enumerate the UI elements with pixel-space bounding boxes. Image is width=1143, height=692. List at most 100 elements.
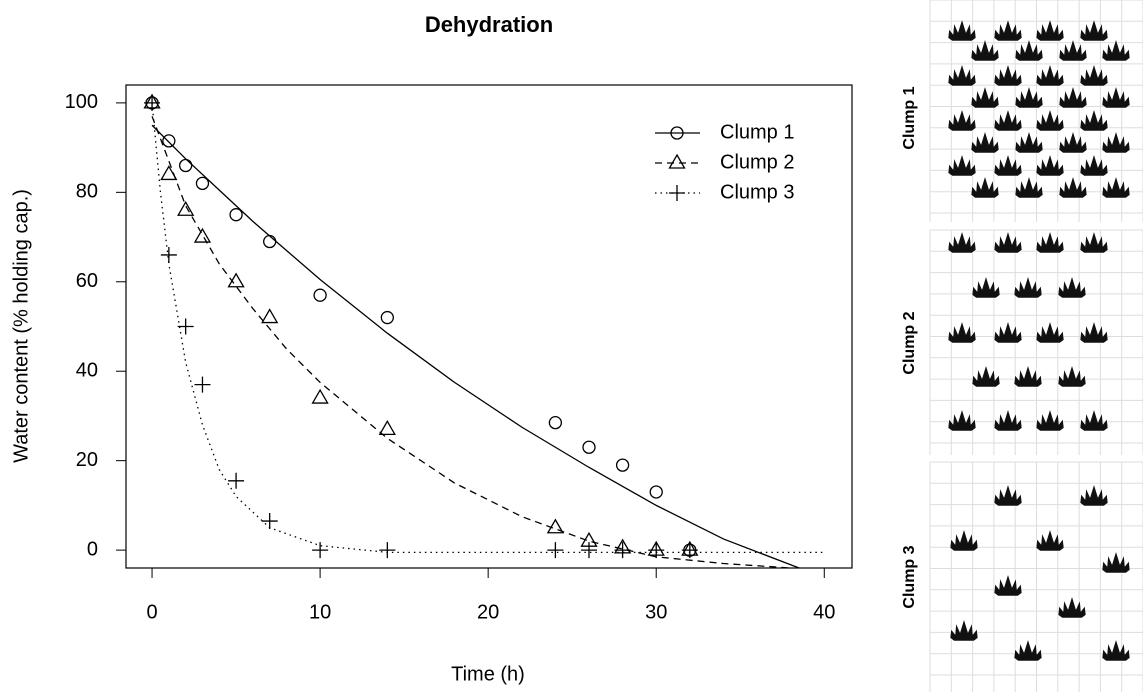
plant-icon	[1101, 637, 1131, 662]
plant-icon	[1058, 129, 1088, 154]
plant-icon	[1014, 84, 1044, 109]
plant-icon	[993, 319, 1023, 344]
marker-circle	[263, 234, 277, 249]
plant-icon	[971, 274, 1001, 299]
marker-circle	[582, 440, 596, 454]
plant-icon	[993, 482, 1023, 507]
plant-icon	[1101, 129, 1131, 154]
marker-circle	[162, 134, 176, 148]
panel-label: Clump 3	[901, 545, 918, 608]
marker-circle	[548, 416, 563, 430]
plant-icon	[1058, 174, 1088, 199]
plant-icon	[949, 617, 979, 642]
plant-icon	[947, 62, 977, 87]
plant-icon	[1014, 174, 1044, 199]
fit-line	[151, 102, 825, 553]
marker-circle	[380, 310, 394, 325]
marker-circle	[615, 458, 630, 472]
plant-icon	[1013, 274, 1043, 299]
plant-icon	[1013, 637, 1043, 662]
plant-icon	[1079, 17, 1109, 42]
plant-icon	[947, 407, 977, 432]
plant-icon	[993, 572, 1023, 597]
marker-plus	[194, 376, 211, 393]
plant-icon	[1079, 407, 1109, 432]
marker-plus	[228, 472, 245, 489]
plant-icon	[1035, 407, 1065, 432]
marker-plus	[547, 542, 564, 559]
marker-circle	[649, 485, 663, 499]
plant-icon	[1079, 62, 1109, 87]
marker-plus	[669, 185, 685, 201]
fit-line	[151, 124, 800, 568]
plant-icon	[1014, 37, 1044, 62]
plant-icon	[993, 229, 1023, 254]
plant-icon	[949, 527, 979, 552]
y-axis-label: Water content (% holding cap.)	[10, 189, 32, 463]
plant-icon	[1101, 549, 1131, 574]
plant-icon	[970, 84, 1000, 109]
marker-plus	[312, 542, 329, 559]
marker-plus	[648, 542, 665, 559]
marker-plus	[261, 513, 278, 530]
plant-icon	[947, 229, 977, 254]
panels	[929, 0, 1143, 692]
plant-icon	[947, 17, 977, 42]
plant-icon	[1057, 274, 1087, 299]
x-tick-label: 30	[645, 601, 667, 623]
marker-circle	[229, 208, 243, 222]
marker-triangle	[546, 518, 565, 534]
plant-icon	[1079, 319, 1109, 344]
marker-circle	[179, 158, 193, 173]
marker-plus	[144, 94, 161, 111]
plant-icon	[1035, 229, 1065, 254]
plot-frame	[125, 84, 853, 569]
plant-icon	[970, 37, 1000, 62]
marker-plus	[177, 318, 194, 335]
legend-label: Clump 3	[720, 181, 794, 203]
marker-triangle	[160, 165, 178, 181]
plant-icon	[1101, 174, 1131, 199]
panel-label: Clump 1	[901, 86, 918, 149]
plant-icon	[1035, 319, 1065, 344]
plant-icon	[970, 174, 1000, 199]
y-tick-label: 0	[87, 538, 98, 560]
fit-line	[151, 116, 791, 568]
x-tick-label: 40	[813, 601, 835, 623]
marker-plus	[614, 542, 631, 559]
plant-icon	[993, 407, 1023, 432]
x-tick-label: 20	[477, 601, 499, 623]
x-tick-label: 10	[309, 601, 331, 623]
chart-title: Dehydration	[425, 12, 553, 37]
plant-icon	[1035, 152, 1065, 177]
y-tick-label: 80	[76, 181, 98, 203]
plant-icon	[970, 129, 1000, 154]
marker-triangle	[227, 272, 245, 288]
plant-icon	[993, 107, 1023, 132]
plant-icon	[1013, 363, 1043, 388]
plant-icon	[1101, 84, 1131, 109]
plant-icon	[993, 17, 1023, 42]
marker-triangle	[177, 200, 195, 216]
plant-icon	[1079, 152, 1109, 177]
x-tick-label: 0	[146, 601, 157, 623]
legend-label: Clump 2	[720, 151, 794, 173]
marker-plus	[580, 542, 597, 559]
plant-icon	[1079, 107, 1109, 132]
plant-icon	[947, 152, 977, 177]
plant-icon	[1057, 363, 1087, 388]
marker-triangle	[311, 388, 329, 404]
marker-triangle	[261, 308, 279, 324]
panel-label: Clump 2	[901, 311, 918, 374]
y-tick-label: 20	[76, 449, 98, 471]
plant-icon	[1035, 62, 1065, 87]
y-tick-label: 100	[65, 91, 98, 113]
y-tick-label: 40	[76, 360, 98, 382]
marker-triangle	[668, 153, 686, 169]
plant-icon	[1014, 129, 1044, 154]
marker-circle	[195, 176, 210, 191]
plant-icon	[1035, 17, 1065, 42]
marker-plus	[379, 542, 396, 559]
x-axis-label: Time (h)	[451, 663, 525, 685]
